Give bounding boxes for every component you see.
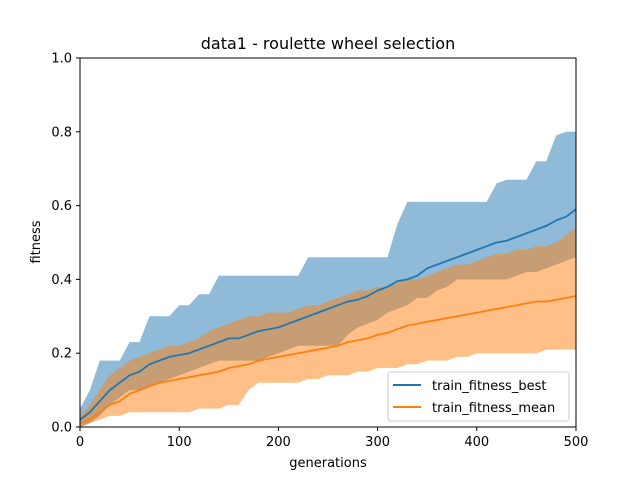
y-axis-label: fitness: [29, 220, 44, 263]
y-tick-label: 0.6: [51, 199, 72, 214]
x-tick-label: 100: [167, 435, 192, 450]
x-tick-label: 300: [365, 435, 390, 450]
legend-box: [387, 371, 570, 422]
x-axis-label: generations: [289, 456, 367, 471]
y-tick-label: 0.8: [51, 125, 72, 140]
chart-title: data1 - roulette wheel selection: [201, 34, 455, 53]
series-line-train-fitness-mean: [79, 295, 577, 425]
y-axis: 0.0 0.2 0.4 0.6 0.8 1.0: [51, 52, 80, 436]
axes-frame: [79, 57, 577, 428]
band-train-fitness-mean: [80, 227, 576, 427]
x-tick-label: 0: [76, 435, 84, 450]
legend: train_fitness_best train_fitness_mean: [387, 371, 570, 422]
x-axis: 0 100 200 300 400 500: [76, 427, 589, 450]
x-tick-label: 500: [564, 435, 589, 450]
legend-label-train-fitness-mean: train_fitness_mean: [432, 401, 555, 416]
x-tick-label: 200: [266, 435, 291, 450]
legend-label-train-fitness-best: train_fitness_best: [432, 379, 546, 394]
y-tick-label: 0.0: [51, 421, 72, 436]
x-tick-label: 400: [464, 435, 489, 450]
y-tick-label: 0.2: [51, 347, 72, 362]
y-tick-label: 0.4: [51, 273, 72, 288]
y-tick-label: 1.0: [51, 52, 72, 67]
plot-area: [79, 131, 577, 428]
series-line-train-fitness-best: [79, 208, 577, 421]
